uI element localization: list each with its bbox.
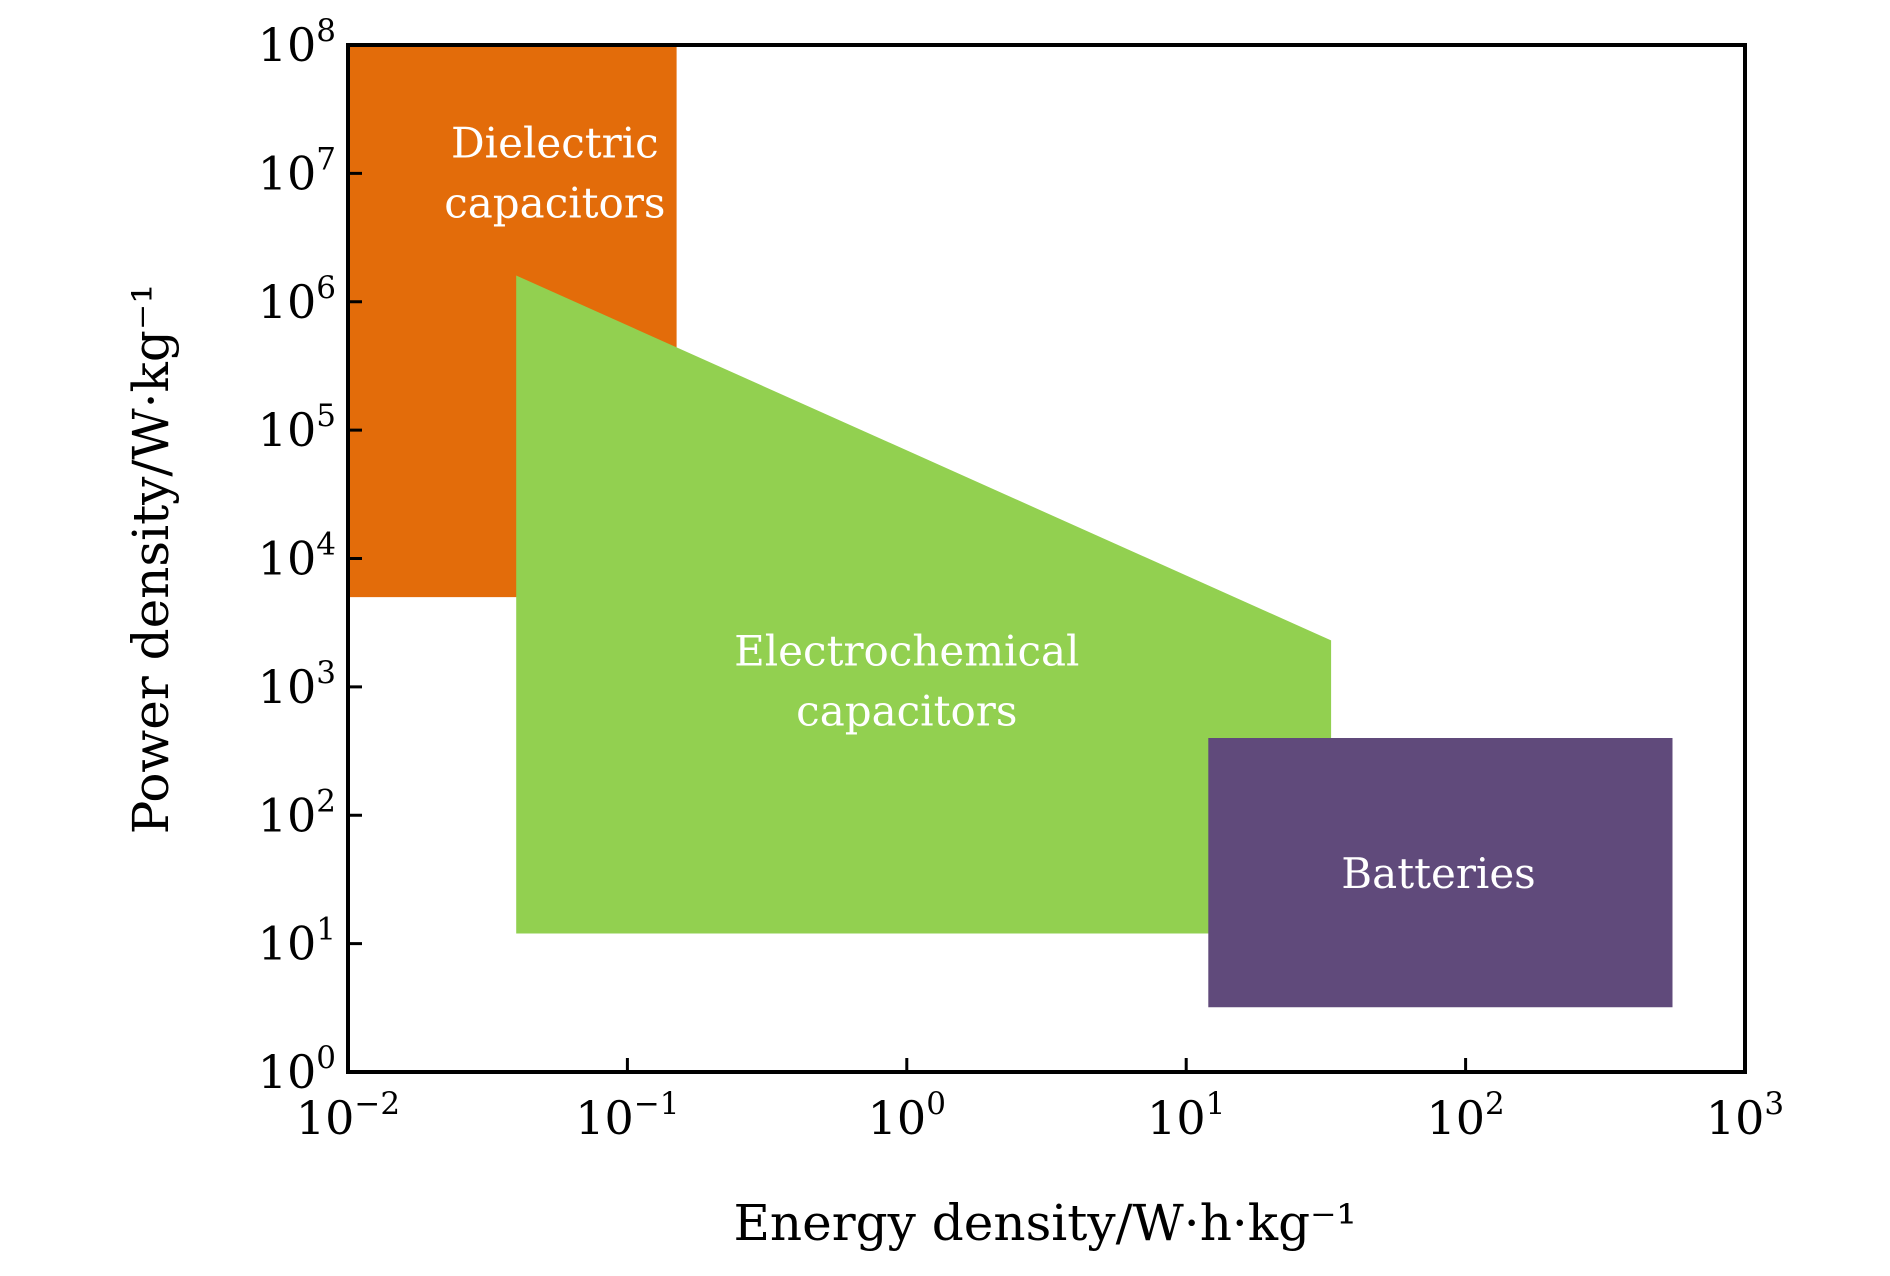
y-tick-base: 10 <box>258 917 317 971</box>
y-tick-exponent: 2 <box>316 783 336 819</box>
y-tick-label: 103 <box>258 655 336 714</box>
y-tick-label: 101 <box>258 912 336 971</box>
x-tick-exponent: 3 <box>1764 1086 1784 1122</box>
x-tick-label: 10−1 <box>575 1086 679 1145</box>
y-tick-base: 10 <box>258 403 317 457</box>
y-tick-exponent: 8 <box>316 13 336 49</box>
region-label-electrochemical-capacitors: capacitors <box>796 687 1017 736</box>
region-label-dielectric-capacitors: capacitors <box>444 178 665 227</box>
y-tick-base: 10 <box>258 146 317 200</box>
y-tick-label: 106 <box>258 270 336 329</box>
y-tick-exponent: 5 <box>316 398 336 434</box>
y-tick-label: 102 <box>258 783 336 842</box>
y-tick-exponent: 3 <box>316 655 336 691</box>
x-tick-label: 103 <box>1706 1086 1784 1145</box>
x-tick-exponent: −1 <box>634 1086 680 1122</box>
y-tick-label: 105 <box>258 398 336 457</box>
x-tick-label: 101 <box>1147 1086 1225 1145</box>
x-axis-label: Energy density/W·h·kg⁻¹ <box>733 1194 1356 1252</box>
x-axis: 10−2 10−1 100 101 102 103 <box>296 1058 1784 1145</box>
y-tick-label: 104 <box>258 527 336 586</box>
y-tick-base: 10 <box>258 532 317 586</box>
y-tick-label: 100 <box>258 1040 336 1099</box>
region-label-batteries: Batteries <box>1341 849 1535 898</box>
x-tick-base: 10 <box>575 1091 634 1145</box>
y-tick-exponent: 1 <box>316 912 336 948</box>
x-tick-base: 10 <box>868 1091 927 1145</box>
y-tick-base: 10 <box>258 18 317 72</box>
x-tick-exponent: 1 <box>1206 1086 1226 1122</box>
region-batteries <box>1208 738 1673 1008</box>
y-tick-exponent: 7 <box>316 141 336 177</box>
region-label-electrochemical-capacitors: Electrochemical <box>734 627 1079 676</box>
x-tick-exponent: 2 <box>1485 1086 1505 1122</box>
x-tick-base: 10 <box>1147 1091 1206 1145</box>
x-tick-label: 102 <box>1426 1086 1504 1145</box>
y-tick-exponent: 4 <box>316 527 336 563</box>
x-tick-base: 10 <box>1426 1091 1485 1145</box>
y-tick-base: 10 <box>258 660 317 714</box>
y-tick-base: 10 <box>258 788 317 842</box>
region-electrochemical-capacitors <box>516 275 1332 934</box>
x-tick-base: 10 <box>296 1091 355 1145</box>
region-label-dielectric-capacitors: Dielectric <box>451 118 659 167</box>
x-tick-exponent: 0 <box>926 1086 946 1122</box>
y-tick-base: 10 <box>258 275 317 329</box>
x-tick-label: 100 <box>868 1086 946 1145</box>
x-tick-label: 10−2 <box>296 1086 400 1145</box>
y-tick-base: 10 <box>258 1045 317 1099</box>
regions-layer <box>348 45 1673 1008</box>
x-tick-base: 10 <box>1706 1091 1765 1145</box>
y-tick-label: 107 <box>258 141 336 200</box>
y-tick-exponent: 6 <box>316 270 336 306</box>
y-tick-label: 108 <box>258 13 336 72</box>
region-labels-layer: Dielectric capacitors Electrochemical capac… <box>444 118 1536 897</box>
y-tick-exponent: 0 <box>316 1040 336 1076</box>
y-axis-label: Power density/W·kg⁻¹ <box>122 284 180 835</box>
x-tick-exponent: −2 <box>354 1086 400 1122</box>
